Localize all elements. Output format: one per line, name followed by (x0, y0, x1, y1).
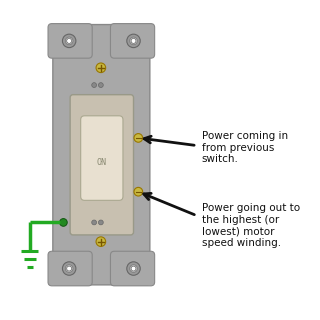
Circle shape (96, 63, 106, 73)
Circle shape (96, 237, 106, 246)
Circle shape (67, 38, 72, 43)
Circle shape (99, 220, 103, 225)
Circle shape (92, 83, 97, 87)
Circle shape (62, 34, 76, 48)
FancyBboxPatch shape (110, 251, 155, 286)
Circle shape (134, 188, 143, 196)
Circle shape (62, 262, 76, 275)
Circle shape (130, 37, 137, 45)
FancyBboxPatch shape (81, 116, 123, 200)
Circle shape (134, 133, 143, 142)
Circle shape (127, 262, 140, 275)
Text: Power going out to
the highest (or
lowest) motor
speed winding.: Power going out to the highest (or lowes… (202, 203, 300, 248)
Circle shape (65, 37, 73, 45)
Circle shape (127, 34, 140, 48)
FancyBboxPatch shape (48, 251, 92, 286)
Circle shape (99, 83, 103, 87)
FancyBboxPatch shape (70, 95, 133, 235)
Text: ON: ON (97, 158, 107, 167)
FancyBboxPatch shape (110, 24, 155, 58)
FancyBboxPatch shape (53, 25, 150, 285)
Circle shape (60, 219, 67, 226)
Text: Power coming in
from previous
switch.: Power coming in from previous switch. (202, 131, 288, 164)
Circle shape (131, 266, 136, 271)
Circle shape (67, 266, 72, 271)
Circle shape (92, 220, 97, 225)
Circle shape (65, 265, 73, 272)
FancyBboxPatch shape (48, 24, 92, 58)
Circle shape (131, 38, 136, 43)
Circle shape (130, 265, 137, 272)
